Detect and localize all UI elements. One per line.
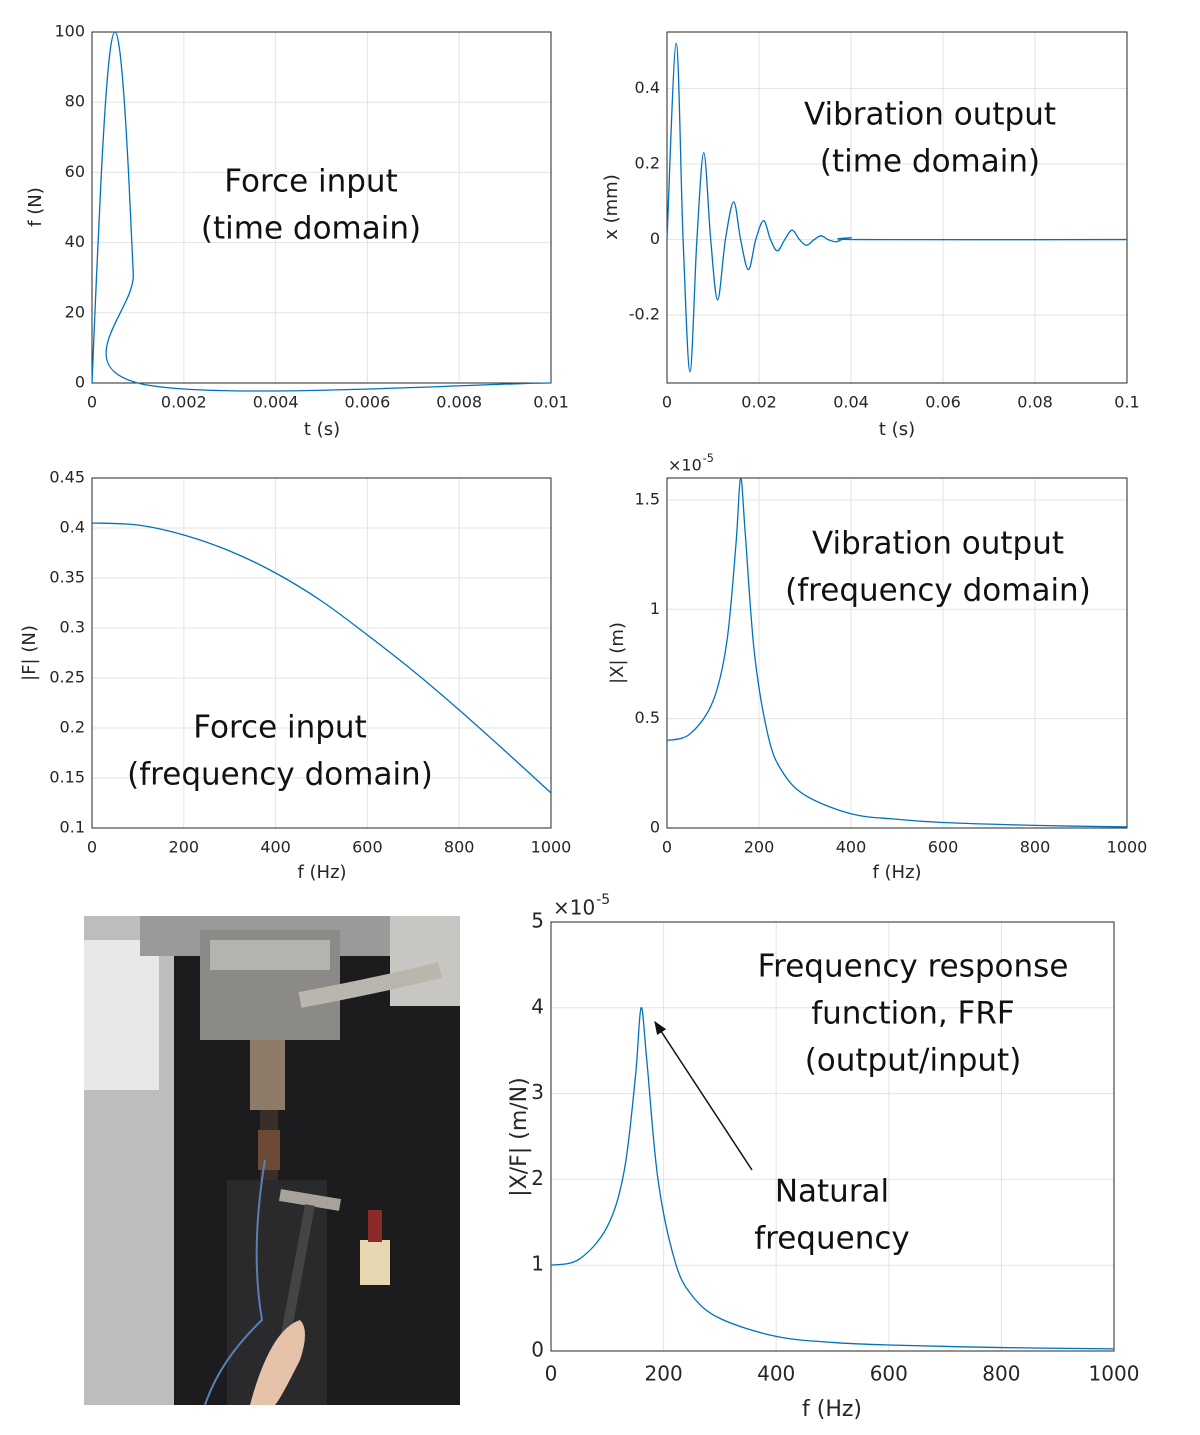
y-tick-label: 0.4 [635, 78, 660, 97]
photo [84, 916, 460, 1406]
y-tick-label: 0.15 [49, 768, 85, 787]
y-tick-label: 80 [65, 92, 85, 111]
y-axis-label: |F| (N) [19, 625, 40, 681]
annotation: (output/input) [805, 1043, 1022, 1079]
annotation: Force input [224, 164, 397, 200]
data-line [550, 1007, 1115, 1350]
y-axis-label: |X| (m) [607, 622, 628, 684]
y-axis-label: x (mm) [601, 174, 622, 240]
arrow-label: Natural [775, 1174, 889, 1210]
y-tick-label: 40 [65, 232, 85, 251]
data-line [666, 477, 1128, 828]
x-tick-label: 600 [352, 838, 383, 857]
y-tick-label: 0.35 [49, 568, 85, 587]
x-tick-label: 0.002 [161, 393, 207, 412]
y-tick-label: 4 [531, 994, 544, 1018]
x-tick-label: 200 [744, 838, 775, 857]
x-axis-label: t (s) [879, 419, 915, 440]
data-line [91, 31, 552, 392]
x-tick-label: 0.008 [436, 393, 482, 412]
x-tick-label: 400 [836, 838, 867, 857]
x-tick-label: 1000 [1107, 838, 1148, 857]
y-tick-label: 0.5 [635, 708, 660, 727]
annotation: (time domain) [201, 211, 421, 247]
x-tick-label: 400 [260, 838, 291, 857]
x-tick-label: 0 [662, 838, 672, 857]
y-tick-label: 0.4 [60, 518, 85, 537]
x-tick-label: 600 [870, 1362, 908, 1386]
y-tick-label: 60 [65, 162, 85, 181]
annotation: function, FRF [811, 996, 1015, 1032]
y-tick-label: 0 [650, 229, 660, 248]
annotation: (time domain) [820, 144, 1040, 180]
y-tick-label: 0 [531, 1338, 544, 1362]
x-tick-label: 0.01 [533, 393, 569, 412]
y-tick-label: 0.25 [49, 668, 85, 687]
x-tick-label: 800 [982, 1362, 1020, 1386]
x-tick-label: 0.02 [741, 393, 777, 412]
y-tick-label: 0 [75, 373, 85, 392]
y-tick-label: 0.3 [60, 618, 85, 637]
y-tick-label: 20 [65, 302, 85, 321]
x-tick-label: 800 [1020, 838, 1051, 857]
y-multiplier-exponent: -5 [703, 452, 714, 465]
plot-frame [91, 31, 552, 384]
y-tick-label: 1.5 [635, 489, 660, 508]
x-tick-label: 200 [169, 838, 200, 857]
x-axis-label: f (Hz) [297, 862, 346, 883]
annotation: Force input [193, 710, 366, 746]
x-axis-label: t (s) [304, 419, 340, 440]
x-tick-label: 800 [444, 838, 475, 857]
data-line [91, 522, 552, 794]
x-axis-label: f (Hz) [872, 862, 921, 883]
x-tick-label: 0.06 [925, 393, 961, 412]
y-axis-label: f (N) [25, 187, 46, 227]
x-tick-label: 0.04 [833, 393, 869, 412]
plot-frame [666, 31, 1128, 384]
annotation: Vibration output [812, 526, 1064, 562]
annotation: (frequency domain) [785, 573, 1091, 609]
x-tick-label: 1000 [531, 838, 572, 857]
plot-frame [91, 477, 552, 829]
x-tick-label: 1000 [1089, 1362, 1140, 1386]
x-tick-label: 0.004 [253, 393, 299, 412]
y-multiplier: ×10 [553, 896, 595, 920]
x-tick-label: 0 [87, 838, 97, 857]
y-axis-label: |X/F| (m/N) [507, 1077, 532, 1196]
x-tick-label: 600 [928, 838, 959, 857]
x-tick-label: 0 [662, 393, 672, 412]
plot-frame [550, 921, 1115, 1352]
annotation: Vibration output [804, 97, 1056, 133]
y-tick-label: 3 [531, 1080, 544, 1104]
plot-frame [666, 477, 1128, 829]
x-tick-label: 0 [545, 1362, 558, 1386]
x-tick-label: 400 [757, 1362, 795, 1386]
y-tick-label: 2 [531, 1166, 544, 1190]
y-tick-label: 1 [531, 1252, 544, 1276]
y-tick-label: 0.45 [49, 468, 85, 487]
y-multiplier: ×10 [668, 456, 702, 475]
x-tick-label: 0 [87, 393, 97, 412]
y-multiplier-exponent: -5 [596, 892, 610, 908]
data-line [666, 42, 1128, 373]
y-tick-label: 0.1 [60, 818, 85, 837]
y-tick-label: 100 [54, 22, 85, 41]
y-tick-label: 1 [650, 599, 660, 618]
y-tick-label: -0.2 [629, 305, 660, 324]
x-tick-label: 0.08 [1017, 393, 1053, 412]
y-tick-label: 0.2 [635, 154, 660, 173]
y-tick-label: 0 [650, 818, 660, 837]
x-tick-label: 0.006 [344, 393, 390, 412]
annotation: Frequency response [758, 949, 1069, 985]
arrow-label: frequency [754, 1221, 909, 1257]
y-tick-label: 0.2 [60, 718, 85, 737]
arrow [654, 1020, 753, 1171]
x-tick-label: 200 [645, 1362, 683, 1386]
y-tick-label: 5 [531, 909, 544, 933]
x-axis-label: f (Hz) [802, 1397, 862, 1422]
annotation: (frequency domain) [127, 757, 433, 793]
x-tick-label: 0.1 [1114, 393, 1139, 412]
